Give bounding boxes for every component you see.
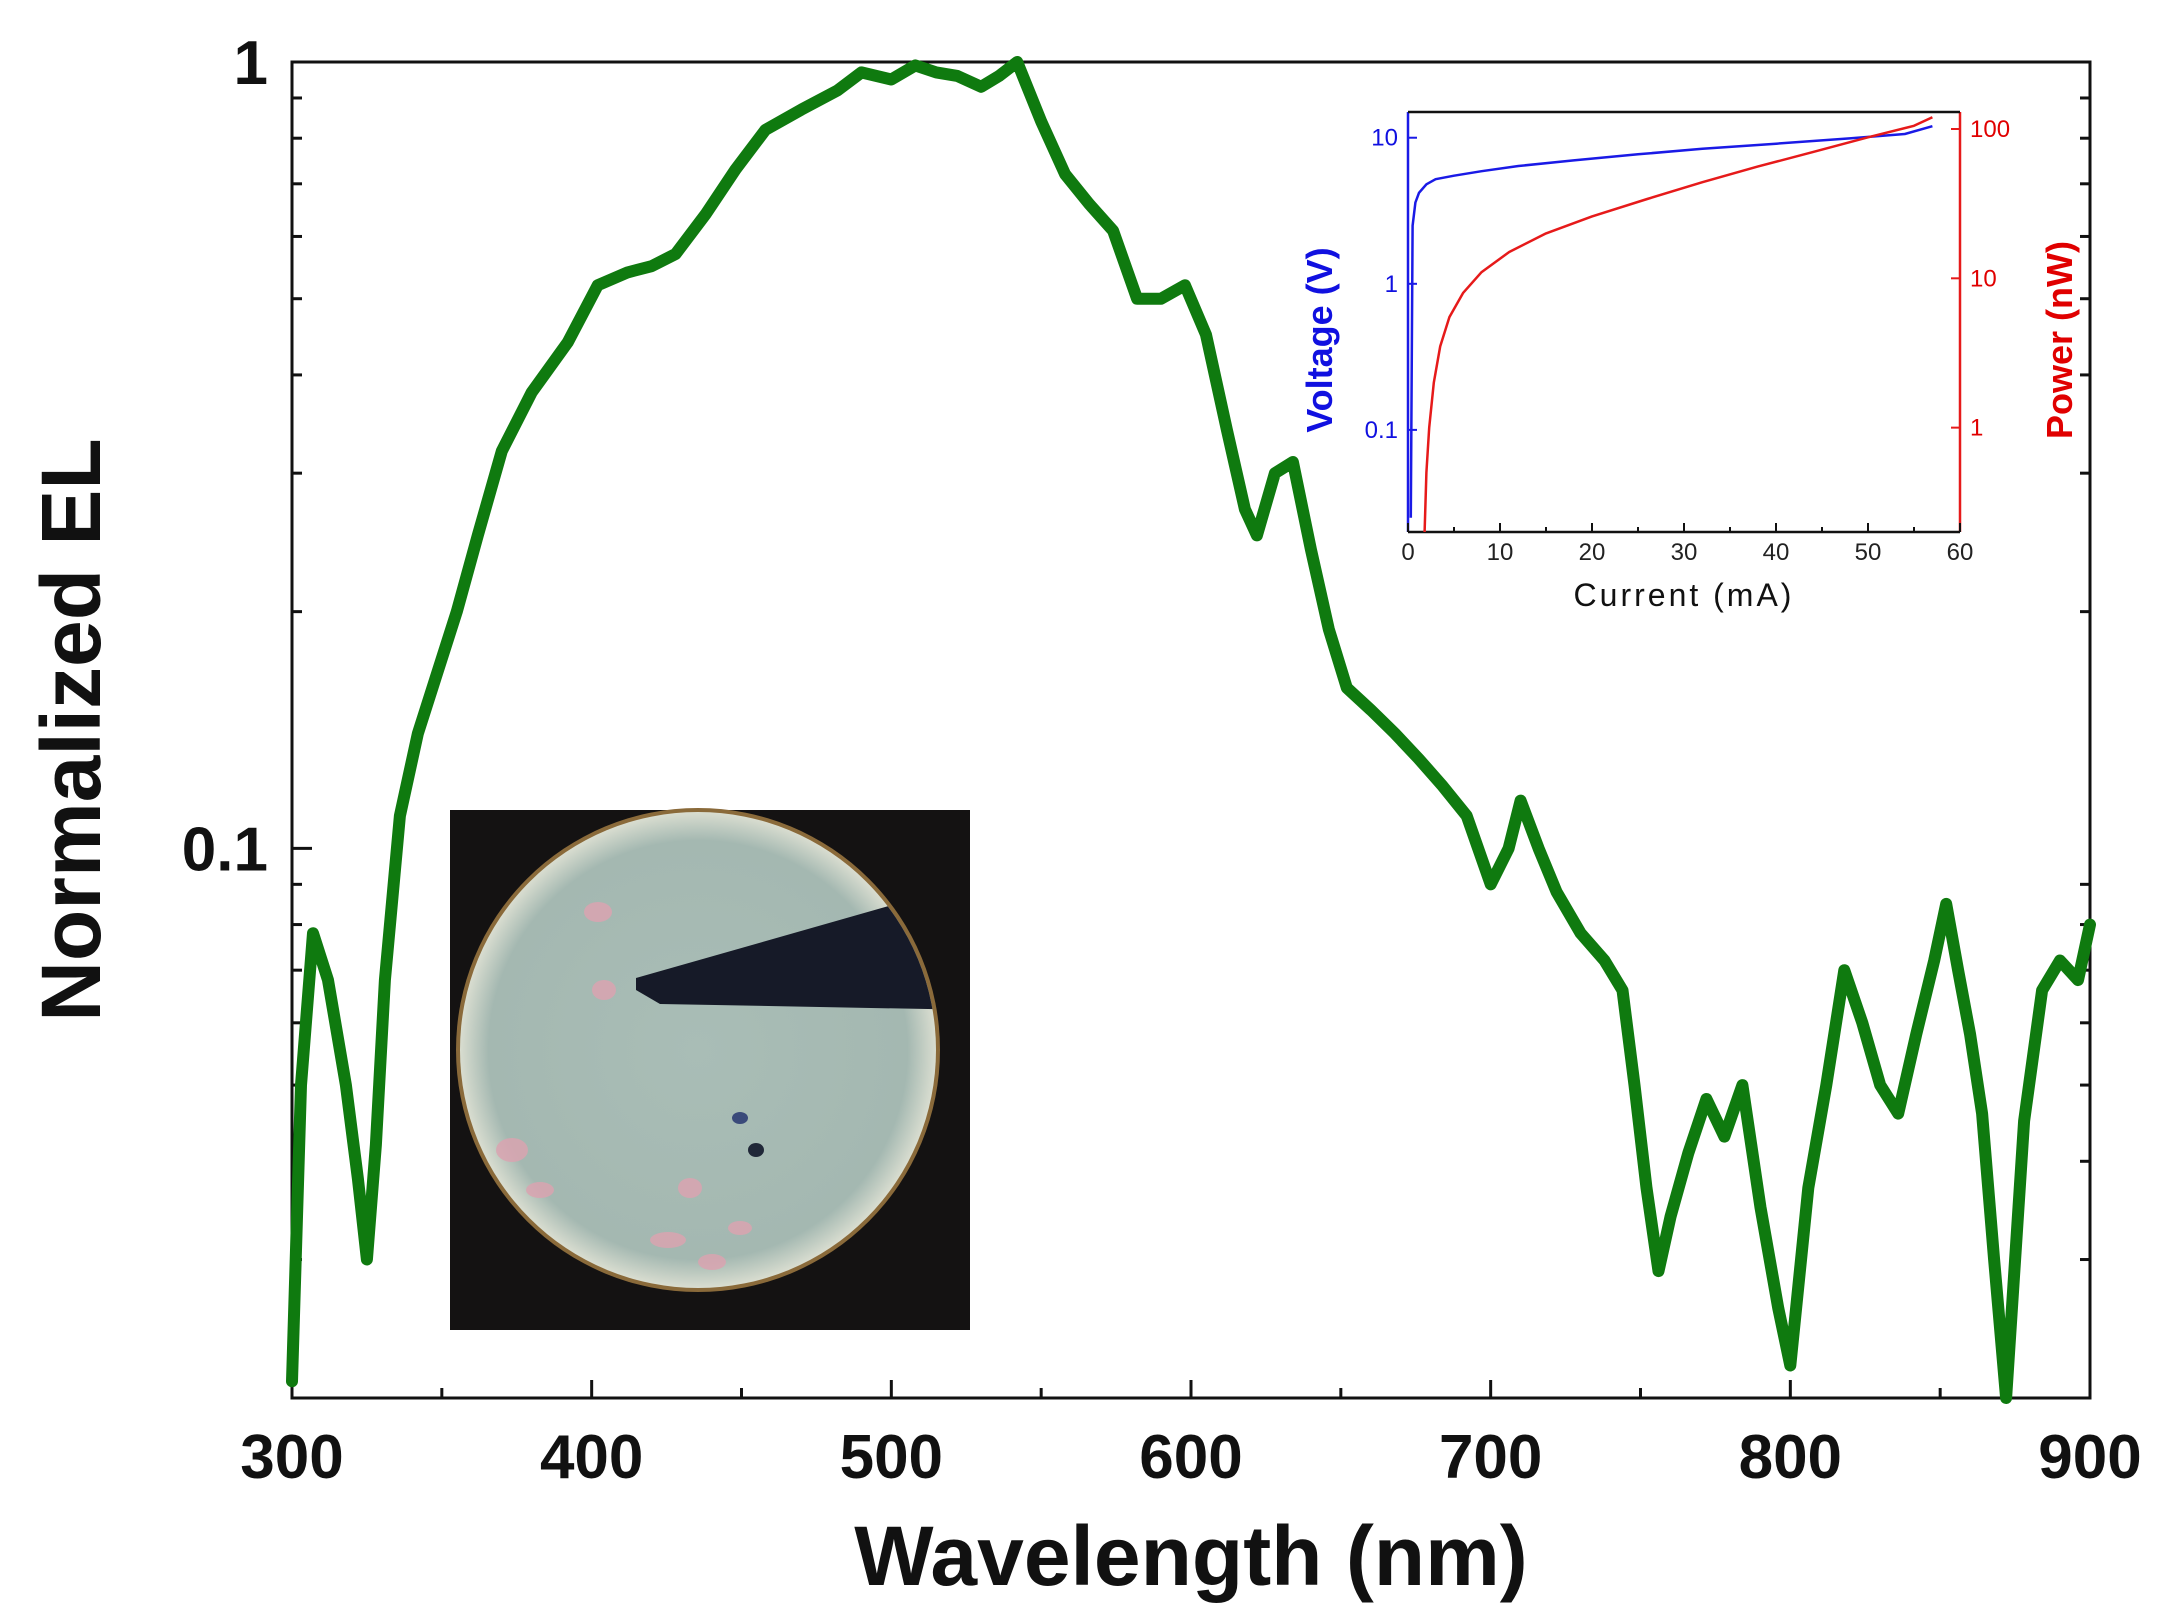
micrograph-particle xyxy=(748,1143,764,1157)
micrograph-particle xyxy=(732,1112,748,1124)
ivp-inset-chart: 0 10 20 30 40 50 60 0.1 1 10 1 10 100 Current (mA)… xyxy=(1299,110,2080,613)
micrograph-inset xyxy=(450,808,970,1330)
main-x-tick-label: 900 xyxy=(2038,1423,2141,1492)
main-y-ticks: 0.11 xyxy=(182,29,2090,1262)
micrograph-spot xyxy=(592,980,616,1000)
main-x-tick-label: 600 xyxy=(1139,1423,1242,1492)
main-x-axis-title: Wavelength (nm) xyxy=(854,1509,1528,1603)
inset-plot-area xyxy=(1408,112,1960,532)
inset-left-tick-label: 0.1 xyxy=(1365,417,1398,444)
main-x-tick-label: 500 xyxy=(840,1423,943,1492)
voltage-line xyxy=(1409,124,1933,518)
inset-x-ticks: 0 10 20 30 40 50 60 xyxy=(1401,523,1973,566)
micrograph-spot xyxy=(526,1182,554,1198)
inset-right-axis-title: Power (nW) xyxy=(2039,241,2080,439)
main-x-tick-label: 800 xyxy=(1739,1423,1842,1492)
inset-right-tick-label: 1 xyxy=(1970,415,1983,442)
micrograph-spot xyxy=(728,1221,752,1235)
main-x-tick-label: 300 xyxy=(240,1423,343,1492)
micrograph-spots xyxy=(496,902,752,1270)
inset-x-tick-label: 40 xyxy=(1763,539,1790,566)
inset-x-tick-label: 0 xyxy=(1401,539,1414,566)
micrograph-spot xyxy=(650,1232,686,1248)
main-x-tick-label: 700 xyxy=(1439,1423,1542,1492)
micrograph-spot xyxy=(584,902,612,922)
main-x-ticks: 300 400 500 600 700 800 900 xyxy=(240,1380,2142,1492)
el-spectrum-line xyxy=(286,56,2096,1404)
inset-x-tick-label: 60 xyxy=(1947,539,1974,566)
micrograph-spot xyxy=(698,1254,726,1270)
inset-x-tick-label: 10 xyxy=(1487,539,1514,566)
main-x-tick-label: 400 xyxy=(540,1423,643,1492)
micrograph-spot xyxy=(496,1138,528,1162)
inset-right-y-ticks: 1 10 100 xyxy=(1951,116,2010,442)
inset-right-tick-label: 10 xyxy=(1970,265,1997,292)
inset-x-tick-label: 20 xyxy=(1579,539,1606,566)
main-y-tick-label: 0.1 xyxy=(182,815,268,884)
main-y-tick-label: 1 xyxy=(234,29,268,98)
inset-right-tick-label: 100 xyxy=(1970,116,2010,143)
power-line xyxy=(1423,116,1933,533)
inset-left-tick-label: 1 xyxy=(1385,271,1398,298)
main-chart: 300 400 500 600 700 800 900 0.11 Wavelength (n… xyxy=(24,29,2142,1603)
main-y-axis-title: Normalized EL xyxy=(24,438,118,1021)
inset-x-tick-label: 50 xyxy=(1855,539,1882,566)
micrograph-spot xyxy=(678,1178,702,1198)
inset-x-tick-label: 30 xyxy=(1671,539,1698,566)
inset-left-tick-label: 10 xyxy=(1371,125,1398,152)
inset-x-axis-title: Current (mA) xyxy=(1574,577,1795,613)
inset-left-axis-title: Voltage (V) xyxy=(1299,247,1340,432)
micrograph-disk xyxy=(460,812,936,1288)
